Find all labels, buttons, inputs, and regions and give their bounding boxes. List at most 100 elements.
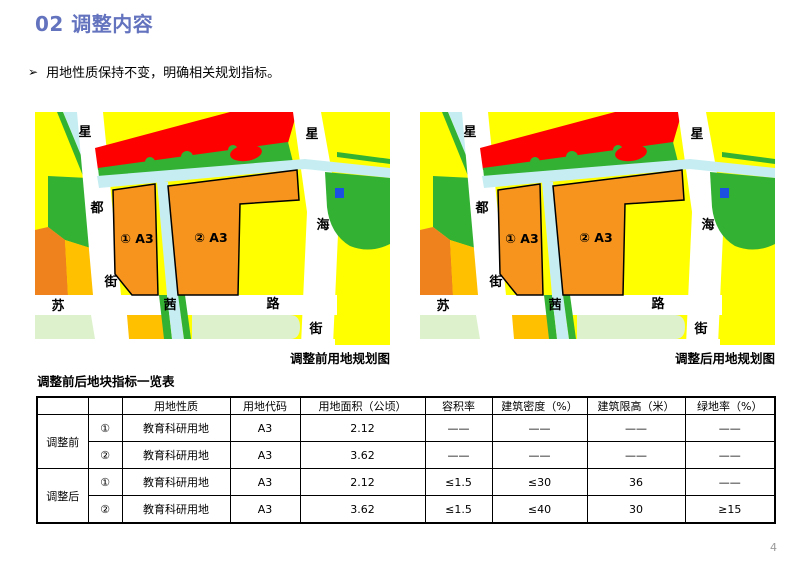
bullet-arrow-icon: ➢ [28,64,39,79]
canal-vertical-upper [157,182,178,295]
canal-horizontal [482,159,775,188]
cell-land-nature: 教育科研用地 [121,441,231,469]
page-title: 02 调整内容 [35,12,154,36]
table-row: ② 教育科研用地 A3 3.62 ≤1.5 ≤40 30 ≥15 [37,495,776,524]
red-pond-shape [615,144,647,162]
street-label: 海 [701,217,714,233]
canal-green-edge-right [563,295,576,339]
pale-green-strip-left [35,315,95,339]
table-row: ② 教育科研用地 A3 3.62 —— —— —— —— [37,441,776,469]
amber-patch-bottom [512,315,552,339]
cell-density: ≤40 [491,495,588,524]
street-label: 苏 [436,298,449,314]
green-stripe-right-canal [722,152,775,164]
map-bottom-strip [35,339,335,345]
street-label: 路 [651,296,665,312]
planning-map-before: 星 都 街 星 海 街 苏 茜 路 ① A3 ② A3 [35,112,390,345]
land-use-map: 星 都 街 星 海 街 苏 茜 路 ① A3 ② A3 [420,112,775,345]
cell-land-nature: 教育科研用地 [121,468,231,496]
cell-plot-no: ② [87,441,123,469]
cell-density: ≤30 [491,468,588,496]
street-label: 街 [693,321,707,337]
canal-green-edge-right [178,295,191,339]
red-pond-shape [230,144,262,162]
street-label: 街 [308,321,322,337]
map-caption-before: 调整前用地规划图 [289,351,390,366]
pale-green-strip-right [577,315,685,339]
pale-green-strip-right [192,315,300,339]
cell-land-nature: 教育科研用地 [121,414,231,442]
street-label: 都 [474,200,488,216]
planning-map-after: 星 都 街 星 海 街 苏 茜 路 ① A3 ② A3 [420,112,775,345]
street-label: 路 [266,296,280,312]
pale-green-strip-left [420,315,480,339]
road-xingdu-jie [77,112,121,295]
header-green-rate: 绿地率（%） [684,396,776,415]
road-xingdu-jie [462,112,506,295]
canal-green-edge-left [544,295,557,339]
canal-vertical-lower [167,295,184,339]
group-label-before: 调整前 [36,414,89,469]
header-land-area: 用地面积（公顷） [299,396,426,415]
street-label: 星 [305,127,318,142]
cell-land-code: A3 [229,495,301,524]
group-label-after: 调整后 [36,468,89,524]
street-label: 街 [488,274,502,290]
amber-patch-bottom [127,315,167,339]
header-density: 建筑密度（%） [491,396,588,415]
page-number: 4 [770,541,777,554]
header-land-code: 用地代码 [229,396,301,415]
canal-vertical-upper [542,182,563,295]
tree-bump [530,157,540,167]
tree-bump [145,157,155,167]
canal-horizontal [97,159,390,188]
cell-land-area: 3.62 [299,441,426,469]
cell-green-rate: ≥15 [684,495,776,524]
road-gap-bottom [91,315,129,339]
canal-green-edge-left [159,295,172,339]
cell-land-code: A3 [229,414,301,442]
tree-bump [181,151,193,163]
cell-land-area: 3.62 [299,495,426,524]
canal-vertical-lower [552,295,569,339]
red-zone-top [95,112,297,170]
street-label: 茜 [163,297,176,313]
cell-height-limit: 36 [586,468,686,496]
cell-plot-no: ① [87,468,123,496]
plot-2-label: ② A3 [194,230,227,245]
header-far: 容积率 [424,396,493,415]
street-label: 苏 [51,298,64,314]
cell-land-code: A3 [229,468,301,496]
street-label: 街 [103,274,117,290]
blue-marker [335,188,344,198]
cell-far: —— [424,414,493,442]
table-title: 调整前后地块指标一览表 [37,374,175,389]
bullet-item: ➢ 用地性质保持不变，明确相关规划指标。 [28,62,281,82]
header-blank [36,396,89,415]
street-label: 海 [316,217,329,233]
plot-1-label: ① A3 [120,231,153,246]
cell-green-rate: —— [684,441,776,469]
cell-height-limit: —— [586,441,686,469]
red-zone-top [480,112,682,170]
plot-2-area [552,169,685,296]
street-label: 都 [89,200,103,216]
cell-green-rate: —— [684,468,776,496]
table-row: 调整前 ① 教育科研用地 A3 2.12 —— —— —— —— [36,414,776,469]
tree-bump [566,151,578,163]
table-row: 调整后 ① 教育科研用地 A3 2.12 ≤1.5 ≤30 36 —— [36,468,776,524]
road-gap-bottom [476,315,514,339]
header-land-nature: 用地性质 [121,396,231,415]
cell-land-code: A3 [229,441,301,469]
cell-green-rate: —— [684,414,776,442]
cell-far: ≤1.5 [424,468,493,496]
cell-land-area: 2.12 [299,414,426,442]
cell-far: ≤1.5 [424,495,493,524]
bullet-text: 用地性质保持不变，明确相关规划指标。 [46,66,281,81]
cell-height-limit: —— [586,414,686,442]
cell-density: —— [491,441,588,469]
green-stripe-right-canal [337,152,390,164]
plot-1-area [112,183,159,296]
blue-marker [720,188,729,198]
